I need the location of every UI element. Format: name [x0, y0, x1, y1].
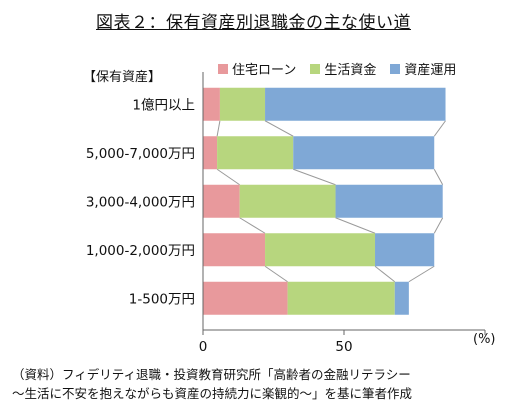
category-axis-header: 【保有資産】	[83, 70, 162, 85]
connector-line	[433, 169, 444, 185]
connector-line	[408, 265, 435, 283]
connector-line	[335, 217, 376, 234]
category-label: 5,000-7,000万円	[86, 146, 195, 162]
x-axis-unit: (%)	[473, 332, 496, 347]
bar-housing-loan	[203, 233, 266, 267]
connector-line	[433, 217, 444, 234]
legend-swatch-asset-management	[390, 63, 401, 74]
x-tick-label: 50	[335, 339, 352, 355]
legend-swatch-housing-loan	[218, 63, 228, 74]
bar-asset-management	[293, 136, 435, 170]
bar-living-funds	[287, 281, 395, 315]
bar-housing-loan	[203, 87, 220, 121]
category-label: 3,000-4,000万円	[86, 194, 195, 210]
connector-line	[293, 168, 336, 186]
source-line-2: ～生活に不安を抱えながらも資産の持続力に楽観的～」を基に筆者作成	[12, 386, 413, 401]
legend-item-living-funds: 生活資金	[310, 59, 376, 78]
connector-line	[239, 217, 266, 234]
source-note: （資料）フィデリティ退職・投資教育研究所「高齢者の金融リテラシー ～生活に不安を…	[12, 365, 412, 403]
bar-housing-loan	[203, 281, 288, 315]
bar-asset-management	[265, 87, 446, 121]
legend-item-housing-loan: 住宅ローン	[218, 59, 296, 78]
bar-living-funds	[265, 233, 376, 267]
bar-living-funds	[219, 87, 266, 121]
bar-asset-management	[394, 281, 409, 315]
legend-swatch-living-funds	[310, 63, 321, 74]
connector-line	[374, 265, 396, 283]
legend-item-asset-management: 資産運用	[390, 59, 456, 78]
x-tick-label: 0	[199, 339, 208, 355]
category-label: 1-500万円	[129, 291, 195, 307]
category-label: 1,000-2,000万円	[86, 243, 195, 259]
legend-label-housing-loan: 住宅ローン	[232, 63, 297, 78]
bar-asset-management	[335, 184, 443, 218]
bar-housing-loan	[203, 136, 218, 170]
connector-line	[433, 120, 446, 137]
connector-line	[264, 265, 288, 283]
source-line-1: （資料）フィデリティ退職・投資教育研究所「高齢者の金融リテラシー	[12, 367, 411, 382]
connector-line	[216, 168, 240, 186]
connector-line	[264, 120, 294, 137]
category-label: 1億円以上	[132, 97, 195, 113]
legend-label-asset-management: 資産運用	[404, 63, 457, 78]
bar-asset-management	[375, 233, 435, 267]
connector-line	[216, 120, 221, 137]
bar-living-funds	[239, 184, 336, 218]
legend-label-living-funds: 生活資金	[324, 63, 377, 78]
bar-housing-loan	[203, 184, 240, 218]
chart-title: 図表２：保有資産別退職金の主な使い道	[96, 13, 411, 33]
bar-living-funds	[217, 136, 294, 170]
legend: 住宅ローン 生活資金 資産運用	[218, 59, 456, 78]
